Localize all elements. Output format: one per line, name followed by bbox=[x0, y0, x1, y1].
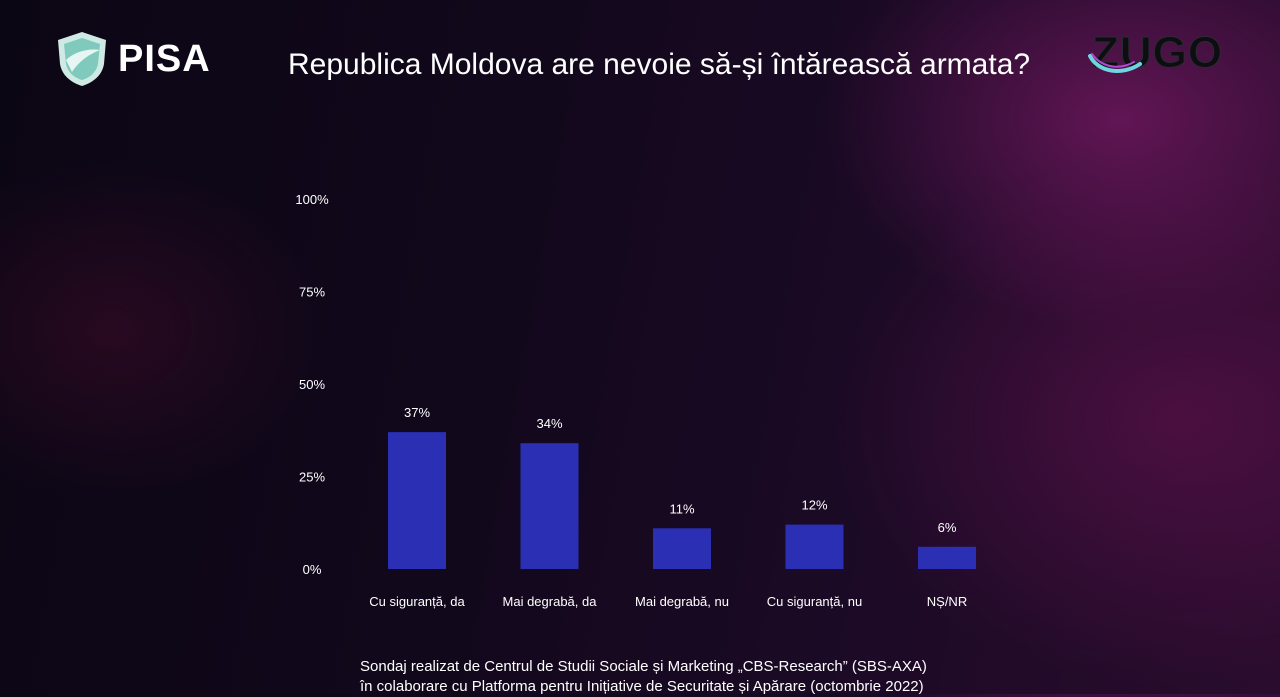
y-tick-label: 75% bbox=[299, 285, 325, 300]
x-tick-label: Cu siguranță, nu bbox=[767, 594, 862, 609]
x-tick-label: Cu siguranță, da bbox=[369, 594, 465, 609]
bar-value-label: 12% bbox=[801, 498, 827, 513]
swoosh-icon bbox=[1088, 53, 1142, 73]
bar bbox=[785, 524, 844, 569]
pisa-logo: PISA bbox=[54, 30, 211, 88]
y-tick-label: 0% bbox=[303, 562, 322, 577]
bar bbox=[918, 546, 976, 569]
footer-source: Sondaj realizat de Centrul de Studii Soc… bbox=[360, 657, 927, 697]
footer-line-2: în colaborare cu Platforma pentru Iniția… bbox=[360, 678, 924, 695]
bar bbox=[388, 432, 446, 569]
pisa-logo-text: PISA bbox=[118, 37, 211, 80]
x-tick-label: NȘ/NR bbox=[927, 594, 967, 609]
x-tick-label: Mai degrabă, nu bbox=[635, 594, 729, 609]
page-title: Republica Moldova are nevoie să-și întăr… bbox=[288, 48, 1031, 81]
x-tick-label: Mai degrabă, da bbox=[503, 594, 598, 609]
bar-value-label: 6% bbox=[938, 520, 957, 535]
bar-value-label: 11% bbox=[669, 501, 694, 516]
footer-line-1: Sondaj realizat de Centrul de Studii Soc… bbox=[360, 658, 927, 675]
bar bbox=[520, 443, 579, 569]
bar-value-label: 34% bbox=[536, 416, 562, 431]
y-tick-label: 25% bbox=[299, 470, 325, 485]
zugo-logo: ZUGO bbox=[1088, 28, 1238, 78]
bar bbox=[653, 528, 711, 569]
y-tick-label: 50% bbox=[299, 377, 325, 392]
y-tick-label: 100% bbox=[295, 192, 329, 207]
bar-value-label: 37% bbox=[404, 405, 430, 420]
shield-icon bbox=[58, 32, 106, 86]
